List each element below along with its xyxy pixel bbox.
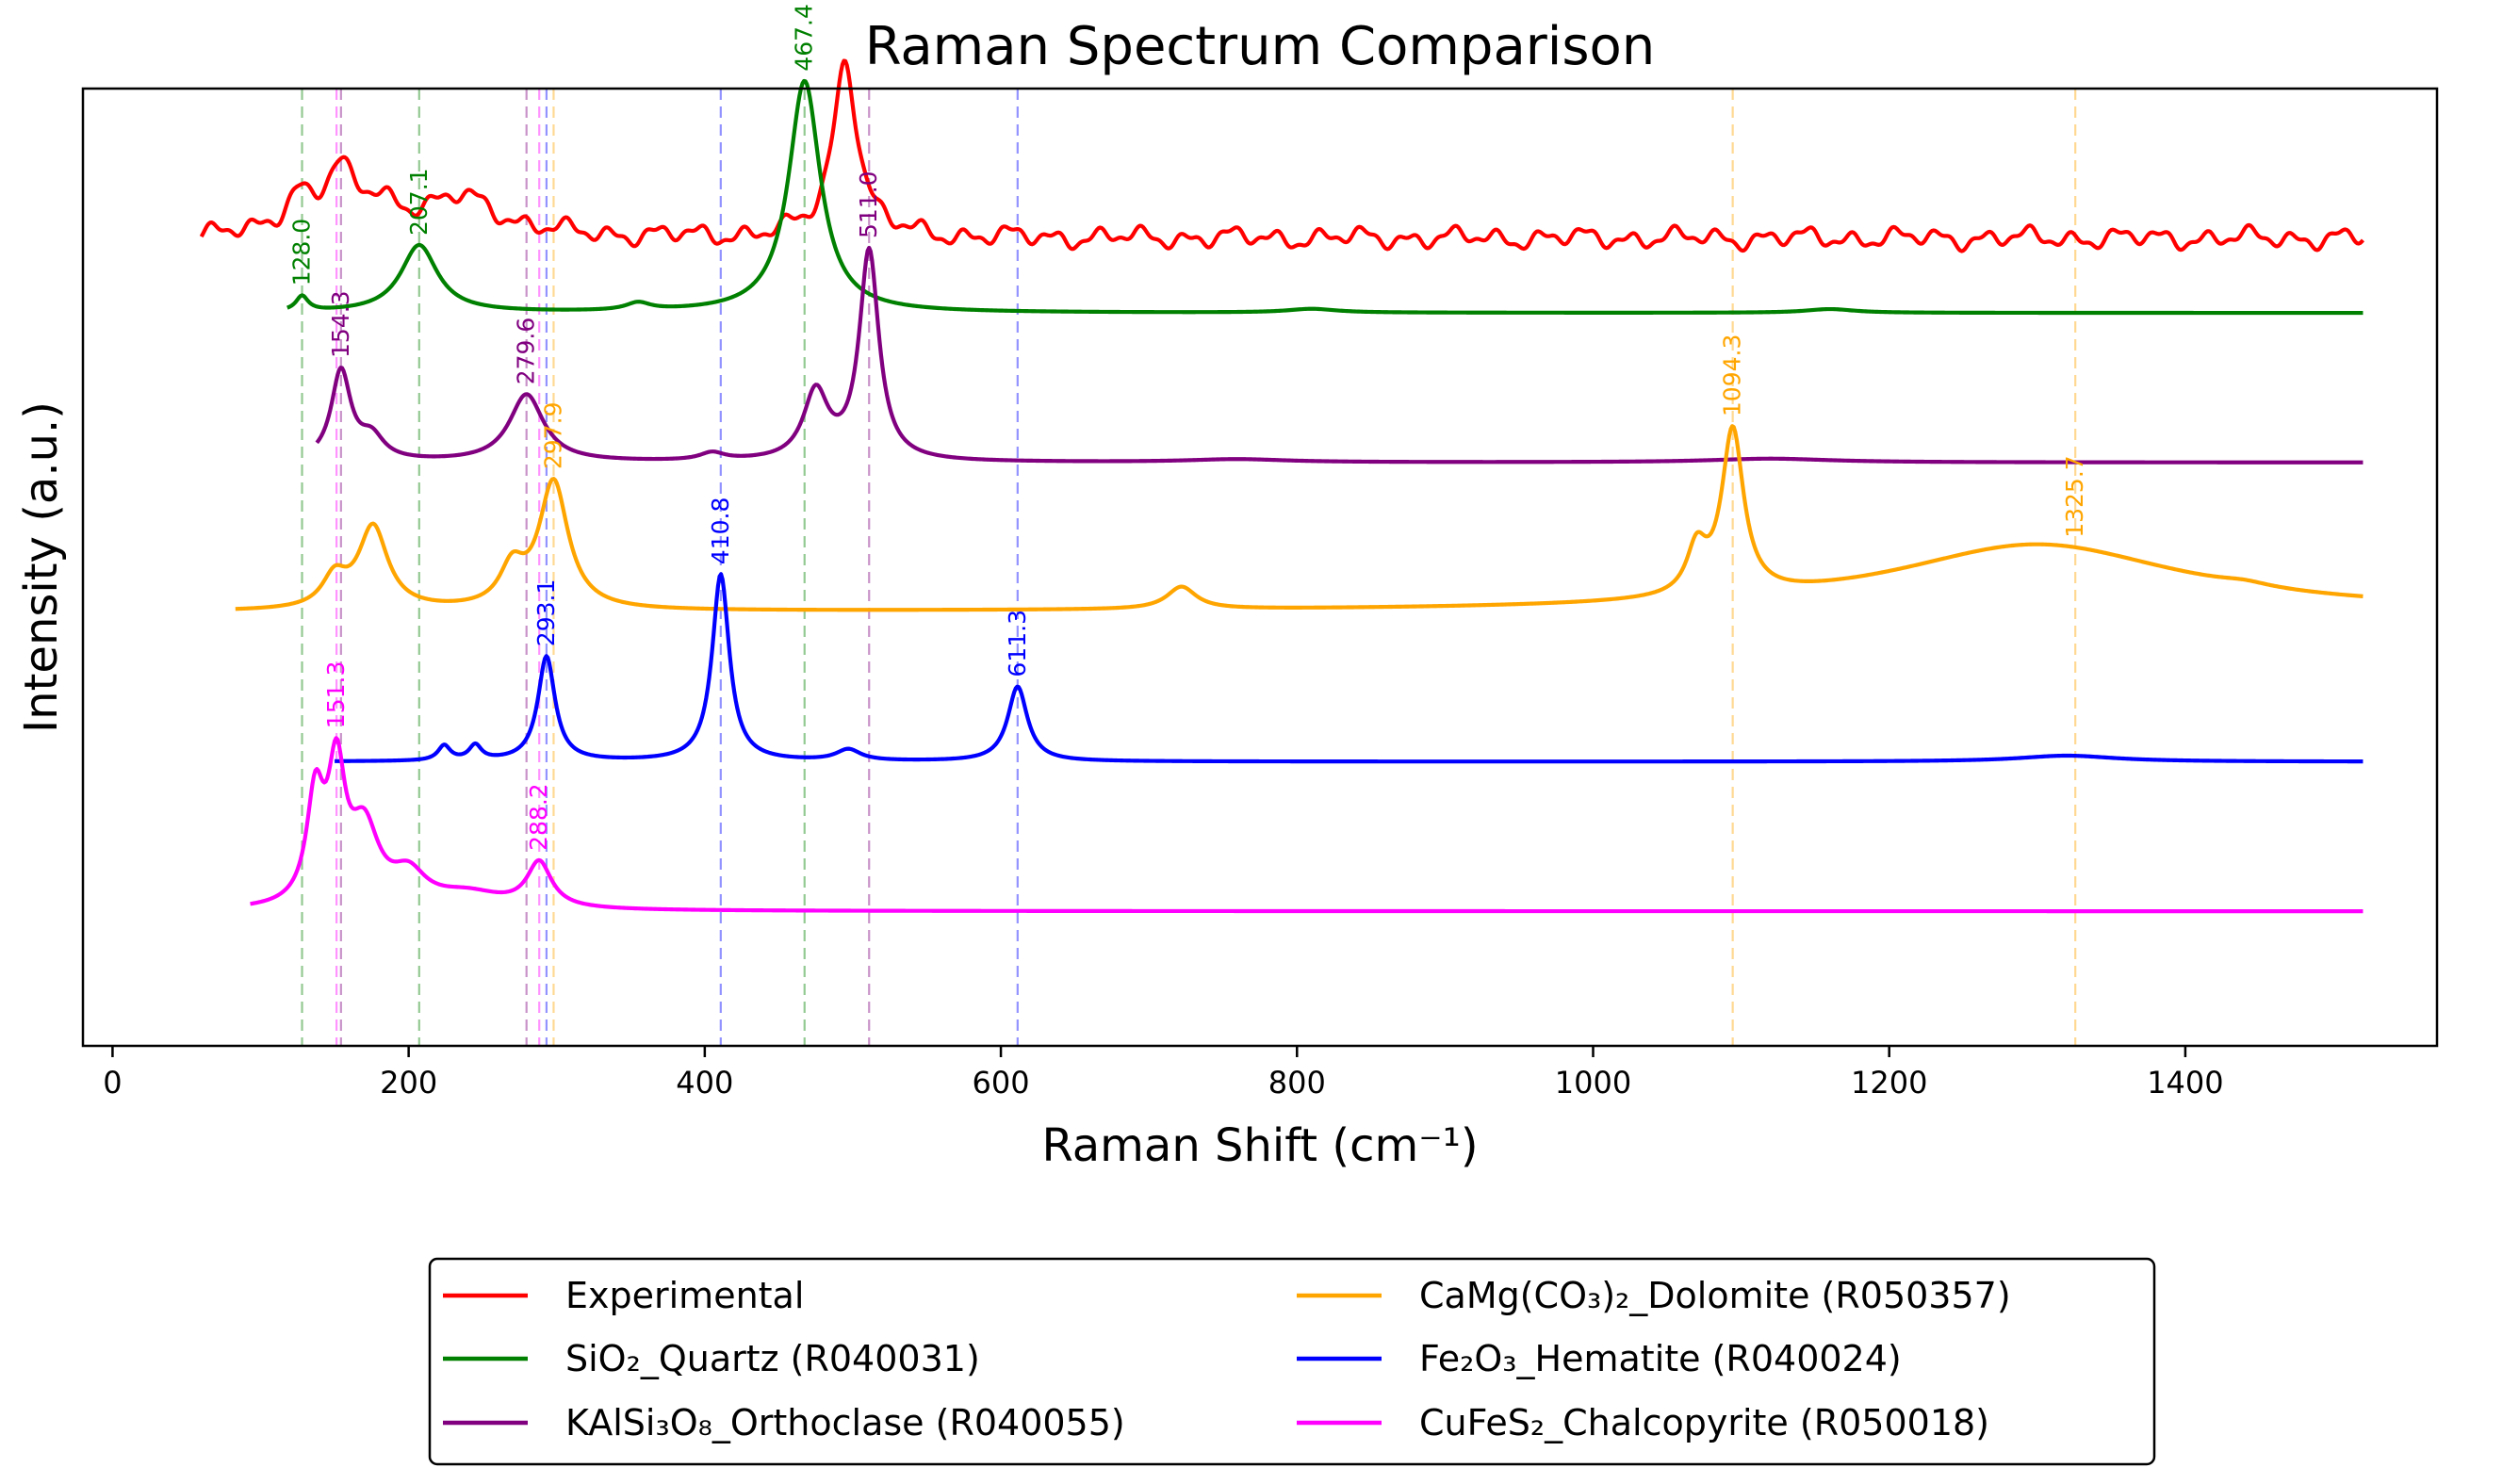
legend-label-kalsi-o-orthoclase-r040055: KAlSi₃O₈_Orthoclase (R040055): [565, 1402, 1125, 1443]
series-line-experimental: [199, 58, 2365, 253]
x-tick-label-400: 400: [676, 1065, 733, 1101]
legend-label-cufes-chalcopyrite-r050018: CuFeS₂_Chalcopyrite (R050018): [1419, 1402, 1989, 1443]
x-axis-label: Raman Shift (cm⁻¹): [1041, 1119, 1478, 1172]
series-line-fe-o-hematite-r040024: [334, 572, 2364, 764]
peak-label-128-0: 128.0: [288, 219, 316, 286]
peak-label-279-6: 279.6: [513, 318, 540, 385]
peak-label-1325-7: 1325.7: [2061, 455, 2088, 537]
x-tick-label-1400: 1400: [2147, 1065, 2223, 1101]
y-axis-label: Intensity (a.u.): [15, 401, 68, 733]
peak-label-288-2: 288.2: [525, 783, 552, 851]
legend-label-camg-co-dolomite-r050357: CaMg(CO₃)₂_Dolomite (R050357): [1419, 1275, 2011, 1316]
x-axis-ticks: 0 200 400 600 800 1000 1200 1400: [103, 1046, 2224, 1101]
x-tick-label-800: 800: [1268, 1065, 1326, 1101]
legend-label-experimental: Experimental: [565, 1275, 804, 1316]
legend-label-sio-quartz-r040031: SiO₂_Quartz (R040031): [565, 1338, 980, 1379]
series-line-camg-co-dolomite-r050357: [235, 424, 2364, 612]
plot-frame: [81, 87, 2439, 1048]
x-tick-label-1200: 1200: [1851, 1065, 1927, 1101]
x-tick-label-200: 200: [380, 1065, 437, 1101]
legend-box: [428, 1257, 2156, 1466]
chart-title: Raman Spectrum Comparison: [865, 16, 1656, 77]
legend-label-fe-o-hematite-r040024: Fe₂O₃_Hematite (R040024): [1419, 1338, 1902, 1379]
peak-label-154-3: 154.3: [327, 290, 354, 358]
peak-label-611-3: 611.3: [1004, 610, 1031, 677]
series-line-cufes-chalcopyrite-r050018: [250, 736, 2364, 914]
peak-label-467-4: 467.4: [791, 4, 818, 72]
peak-label-410-8: 410.8: [707, 497, 734, 565]
x-tick-label-1000: 1000: [1555, 1065, 1631, 1101]
peak-labels: 128.0 207.1 467.4 154.3 279.6 511.0 297.9 1094.…: [288, 4, 2089, 851]
peak-label-293-1: 293.1: [532, 579, 560, 647]
peak-label-297-9: 297.9: [539, 402, 566, 470]
legend-entries: Experimental SiO₂_Quartz (R040031) KAlSi₃O…: [443, 1275, 2011, 1443]
series-layer: [199, 58, 2365, 914]
series-line-sio-quartz-r040031: [286, 78, 2364, 316]
legend: Experimental SiO₂_Quartz (R040031) KAlSi₃O…: [428, 1257, 2156, 1466]
peak-label-151-3: 151.3: [322, 661, 350, 729]
peak-label-511-0: 511.0: [855, 171, 882, 238]
series-line-kalsi-o-orthoclase-r040055: [315, 245, 2364, 465]
peak-label-207-1: 207.1: [405, 168, 433, 236]
peak-label-1094-3: 1094.3: [1719, 334, 1746, 416]
x-tick-label-0: 0: [103, 1065, 122, 1101]
x-tick-label-600: 600: [973, 1065, 1030, 1101]
